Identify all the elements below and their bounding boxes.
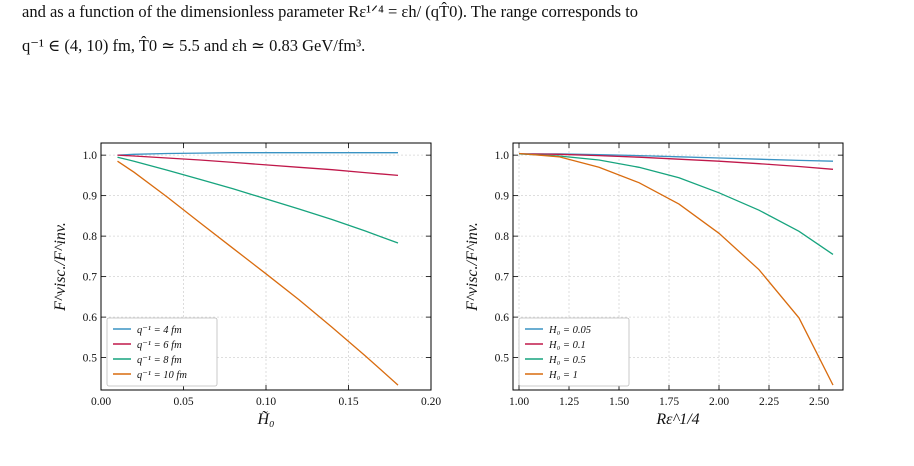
legend-label-3: H₀ = 0.5	[548, 355, 586, 366]
legend-box	[106, 317, 218, 387]
y-tick-label: 0.7	[495, 272, 510, 284]
legend-label-4: q⁻¹ = 10 fm	[137, 370, 187, 381]
legend-label-2: H₀ = 0.1	[548, 340, 586, 351]
series-line-2	[117, 154, 399, 177]
legend-label-1: q⁻¹ = 4 fm	[137, 325, 182, 336]
plot-frame	[512, 142, 844, 391]
legend-label-1: H₀ = 0.05	[548, 325, 591, 336]
y-tick-label: 1.0	[495, 150, 510, 162]
x-tick-label: 1.50	[609, 396, 629, 408]
y-axis-label: F^visc./F^inv.	[52, 222, 69, 312]
x-tick-label: 1.75	[659, 396, 679, 408]
y-tick-label: 0.6	[83, 312, 98, 324]
chart-left: 0.00 0.05 0.10 0.15 0.20 0.5 0.6 0.7 0.8 0.9 1.0 H̃…	[52, 142, 441, 428]
y-tick-label: 0.9	[83, 191, 98, 203]
y-tick-label: 0.8	[495, 231, 510, 243]
series-line-3	[117, 156, 399, 244]
x-axis-label: H̃₀	[256, 410, 274, 428]
x-tick-label: 1.25	[559, 396, 579, 408]
x-tick-label: 1.00	[509, 396, 529, 408]
x-tick-label: 0.15	[338, 396, 358, 408]
caption-line-1: and as a function of the dimensionless p…	[22, 2, 639, 21]
series-line-2	[518, 153, 834, 170]
series-line-4	[117, 160, 399, 386]
x-tick-label: 0.10	[256, 396, 276, 408]
y-tick-label: 0.6	[495, 312, 510, 324]
y-tick-label: 0.5	[83, 353, 98, 365]
series-line-4	[518, 152, 834, 386]
chart-right: 1.00 1.25 1.50 1.75 2.00 2.25 2.50 0.5 0.6 0.7 0.8…	[464, 142, 844, 428]
y-tick-label: 1.0	[83, 150, 98, 162]
legend-label-3: q⁻¹ = 8 fm	[137, 355, 182, 366]
series-line-1	[117, 152, 398, 156]
x-tick-label: 0.20	[421, 396, 441, 408]
y-axis-label: F^visc./F^inv.	[464, 222, 481, 312]
y-tick-label: 0.5	[495, 353, 510, 365]
y-tick-label: 0.7	[83, 272, 98, 284]
y-tick-label: 0.8	[83, 231, 98, 243]
legend-label-2: q⁻¹ = 6 fm	[137, 340, 182, 351]
x-tick-label: 2.00	[709, 396, 729, 408]
x-axis-label: Rε^1/4	[655, 411, 699, 428]
legend-label-4: H₀ = 1	[548, 370, 578, 381]
series-line-3	[518, 153, 834, 255]
legend-box	[518, 317, 630, 387]
x-tick-label: 2.50	[809, 396, 829, 408]
caption-line-2: q⁻¹ ∈ (4, 10) fm, T̂0 ≃ 5.5 and εh ≃ 0.8…	[22, 36, 366, 55]
x-tick-label: 0.05	[173, 396, 193, 408]
y-tick-label: 0.9	[495, 191, 510, 203]
x-tick-label: 2.25	[759, 396, 779, 408]
x-tick-label: 0.00	[91, 396, 111, 408]
